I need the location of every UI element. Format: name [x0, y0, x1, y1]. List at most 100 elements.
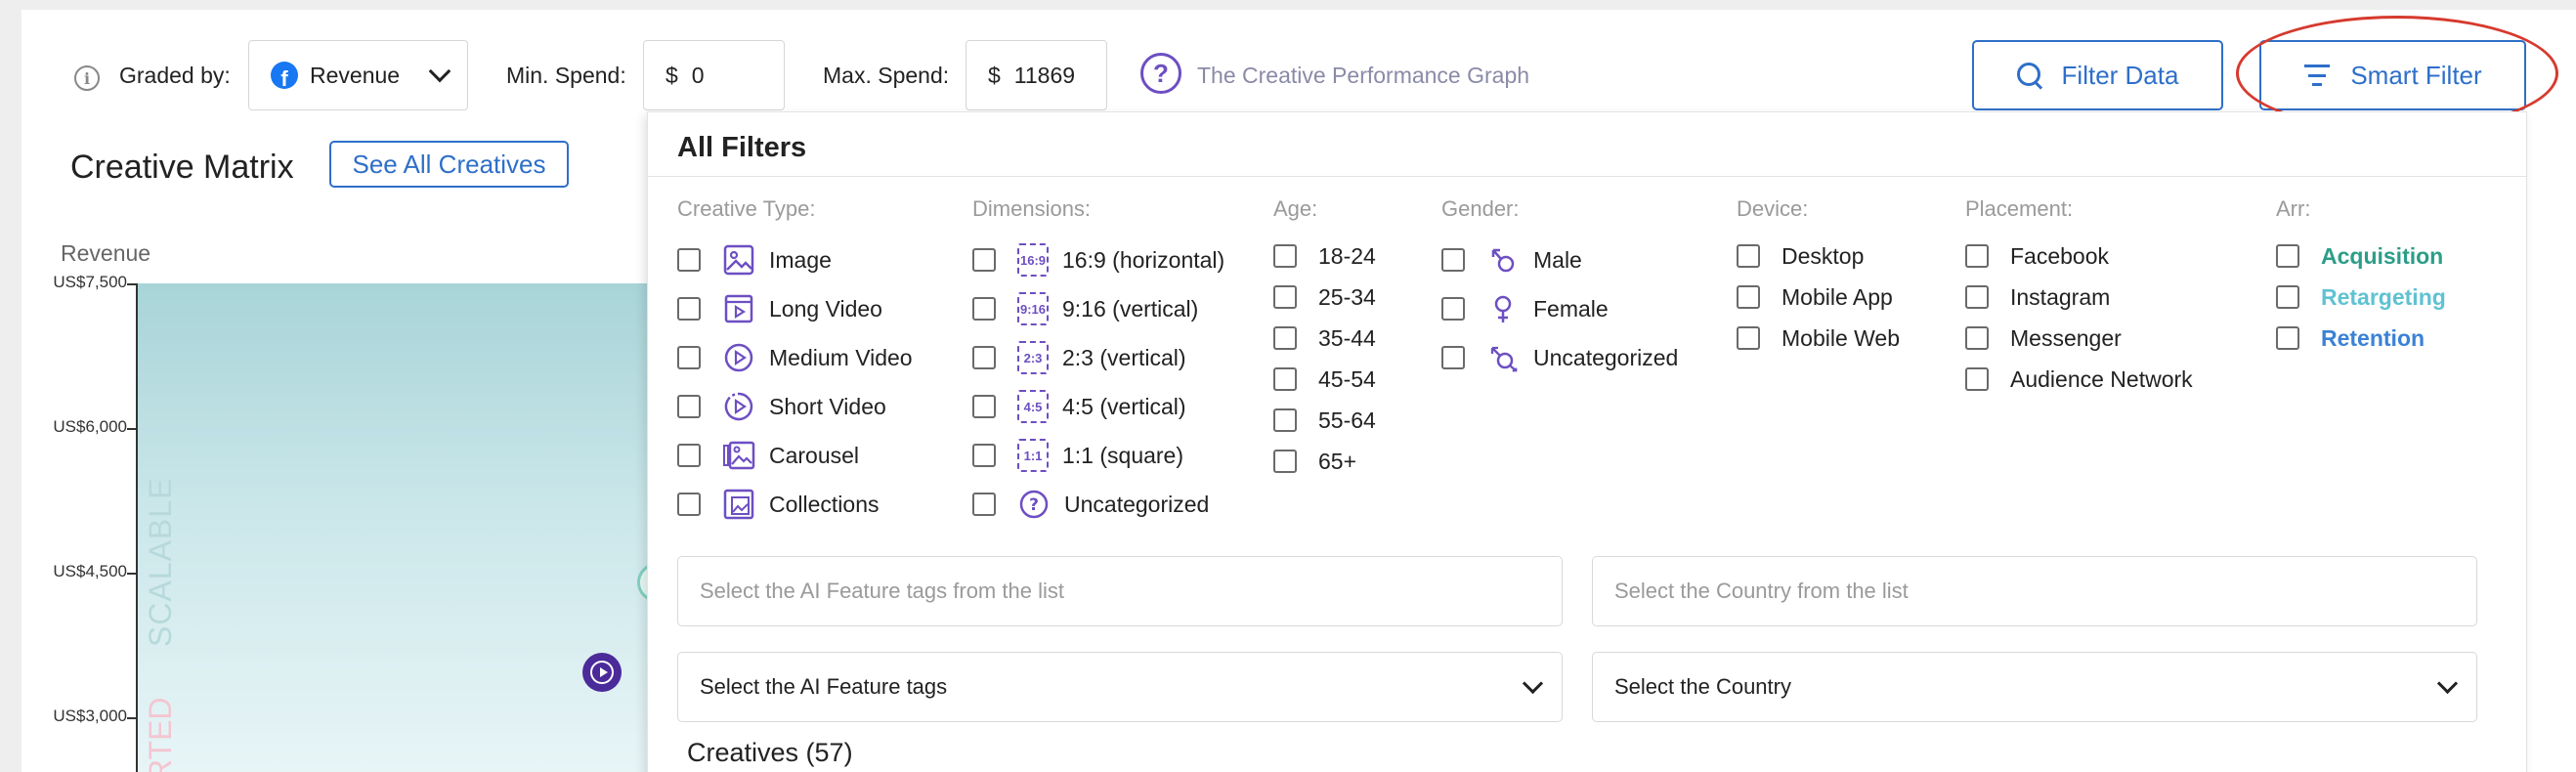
checkbox[interactable]: [972, 297, 996, 321]
device-title: Device:: [1737, 196, 1809, 221]
country-select[interactable]: Select the Country: [1592, 652, 2477, 722]
dimension-4-5-option[interactable]: 4:5 4:5 (vertical): [972, 382, 1224, 431]
country-search-input[interactable]: [1614, 579, 2455, 604]
checkbox[interactable]: [1273, 408, 1297, 432]
matrix-plot-area: [138, 283, 685, 772]
arr-acquisition-option[interactable]: Acquisition: [2276, 236, 2446, 277]
option-label: Long Video: [769, 295, 882, 322]
placement-option[interactable]: Messenger: [1965, 318, 2193, 359]
checkbox[interactable]: [1441, 346, 1465, 369]
age-option[interactable]: 18-24: [1273, 236, 1376, 277]
option-label: 16:9 (horizontal): [1062, 246, 1225, 273]
checkbox[interactable]: [972, 346, 996, 369]
checkbox[interactable]: [1441, 248, 1465, 272]
creative-type-medium-video-option[interactable]: Medium Video: [677, 333, 913, 382]
age-option[interactable]: 55-64: [1273, 400, 1376, 441]
checkbox[interactable]: [1965, 285, 1989, 309]
y-axis-title: Revenue: [61, 240, 151, 266]
min-spend-input[interactable]: $ 0: [643, 40, 785, 110]
device-option[interactable]: Desktop: [1737, 236, 1900, 277]
checkbox[interactable]: [1273, 326, 1297, 350]
checkbox[interactable]: [972, 493, 996, 516]
arr-retention-option[interactable]: Retention: [2276, 318, 2446, 359]
filter-data-button[interactable]: Filter Data: [1972, 40, 2223, 110]
checkbox[interactable]: [1965, 367, 1989, 391]
checkbox[interactable]: [1441, 297, 1465, 321]
y-tick: [127, 717, 137, 719]
graded-by-label: Graded by:: [119, 63, 231, 88]
option-label: Medium Video: [769, 344, 913, 370]
device-column: Device: Desktop Mobile App Mobile Web: [1737, 196, 1900, 359]
age-option[interactable]: 65+: [1273, 441, 1376, 482]
checkbox[interactable]: [677, 493, 701, 516]
question-icon: ?: [1017, 488, 1051, 521]
gender-male-option[interactable]: Male: [1441, 236, 1678, 284]
dimension-16-9-option[interactable]: 16:9 16:9 (horizontal): [972, 236, 1224, 284]
arr-title: Arr:: [2276, 196, 2311, 221]
checkbox[interactable]: [677, 297, 701, 321]
option-label: Facebook: [2010, 242, 2110, 269]
checkbox[interactable]: [1273, 450, 1297, 473]
device-option[interactable]: Mobile Web: [1737, 318, 1900, 359]
option-label: 1:1 (square): [1062, 442, 1184, 468]
checkbox[interactable]: [1965, 326, 1989, 350]
y-tick: [127, 428, 137, 430]
checkbox[interactable]: [677, 346, 701, 369]
checkbox[interactable]: [677, 395, 701, 418]
checkbox[interactable]: [972, 248, 996, 272]
dimension-2-3-option[interactable]: 2:3 2:3 (vertical): [972, 333, 1224, 382]
age-option[interactable]: 45-54: [1273, 359, 1376, 400]
collections-icon: [722, 488, 755, 521]
checkbox[interactable]: [1273, 367, 1297, 391]
checkbox[interactable]: [1273, 285, 1297, 309]
option-label: Uncategorized: [1533, 344, 1679, 370]
creative-point-video[interactable]: [582, 653, 622, 692]
ai-tags-select[interactable]: Select the AI Feature tags: [677, 652, 1563, 722]
placement-option[interactable]: Facebook: [1965, 236, 2193, 277]
y-axis-line: [136, 283, 138, 772]
checkbox[interactable]: [1273, 244, 1297, 268]
placement-title: Placement:: [1965, 196, 2074, 221]
max-spend-input[interactable]: $ 11869: [966, 40, 1107, 110]
info-icon[interactable]: i: [74, 65, 100, 91]
device-option[interactable]: Mobile App: [1737, 277, 1900, 318]
dimension-uncategorized-option[interactable]: ? Uncategorized: [972, 480, 1224, 529]
option-label: 65+: [1318, 448, 1357, 474]
option-label: 18-24: [1318, 242, 1376, 269]
creative-type-image-option[interactable]: Image: [677, 236, 913, 284]
checkbox[interactable]: [2276, 326, 2299, 350]
age-option[interactable]: 25-34: [1273, 277, 1376, 318]
checkbox[interactable]: [677, 444, 701, 467]
see-all-creatives-button[interactable]: See All Creatives: [329, 141, 569, 188]
arr-retargeting-option[interactable]: Retargeting: [2276, 277, 2446, 318]
creative-type-collections-option[interactable]: Collections: [677, 480, 913, 529]
checkbox[interactable]: [1737, 285, 1760, 309]
age-option[interactable]: 35-44: [1273, 318, 1376, 359]
creative-type-short-video-option[interactable]: Short Video: [677, 382, 913, 431]
checkbox[interactable]: [1737, 244, 1760, 268]
dimension-9-16-option[interactable]: 9:16 9:16 (vertical): [972, 284, 1224, 333]
checkbox[interactable]: [1737, 326, 1760, 350]
creative-performance-graph-link[interactable]: The Creative Performance Graph: [1197, 63, 1530, 88]
gender-uncategorized-option[interactable]: Uncategorized: [1441, 333, 1678, 382]
help-icon[interactable]: ?: [1140, 53, 1181, 94]
placement-option[interactable]: Instagram: [1965, 277, 2193, 318]
ai-tags-search-field[interactable]: [677, 556, 1563, 626]
checkbox[interactable]: [1965, 244, 1989, 268]
checkbox[interactable]: [2276, 244, 2299, 268]
placement-option[interactable]: Audience Network: [1965, 359, 2193, 400]
checkbox[interactable]: [2276, 285, 2299, 309]
gender-female-option[interactable]: Female: [1441, 284, 1678, 333]
creative-type-carousel-option[interactable]: Carousel: [677, 431, 913, 480]
creative-type-long-video-option[interactable]: Long Video: [677, 284, 913, 333]
checkbox[interactable]: [677, 248, 701, 272]
ai-tags-search-input[interactable]: [700, 579, 1540, 604]
dimension-1-1-option[interactable]: 1:1 1:1 (square): [972, 431, 1224, 480]
gender-neutral-icon: [1486, 341, 1520, 374]
male-icon: [1486, 243, 1520, 277]
checkbox[interactable]: [972, 444, 996, 467]
country-search-field[interactable]: [1592, 556, 2477, 626]
svg-text:?: ?: [1029, 495, 1039, 515]
checkbox[interactable]: [972, 395, 996, 418]
graded-by-select[interactable]: f Revenue: [248, 40, 468, 110]
